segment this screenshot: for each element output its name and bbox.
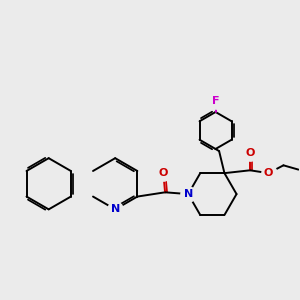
Text: O: O <box>264 168 273 178</box>
Text: N: N <box>111 204 120 214</box>
Text: N: N <box>184 189 193 199</box>
Text: O: O <box>159 168 168 178</box>
Text: O: O <box>245 148 255 158</box>
Text: F: F <box>212 96 219 106</box>
